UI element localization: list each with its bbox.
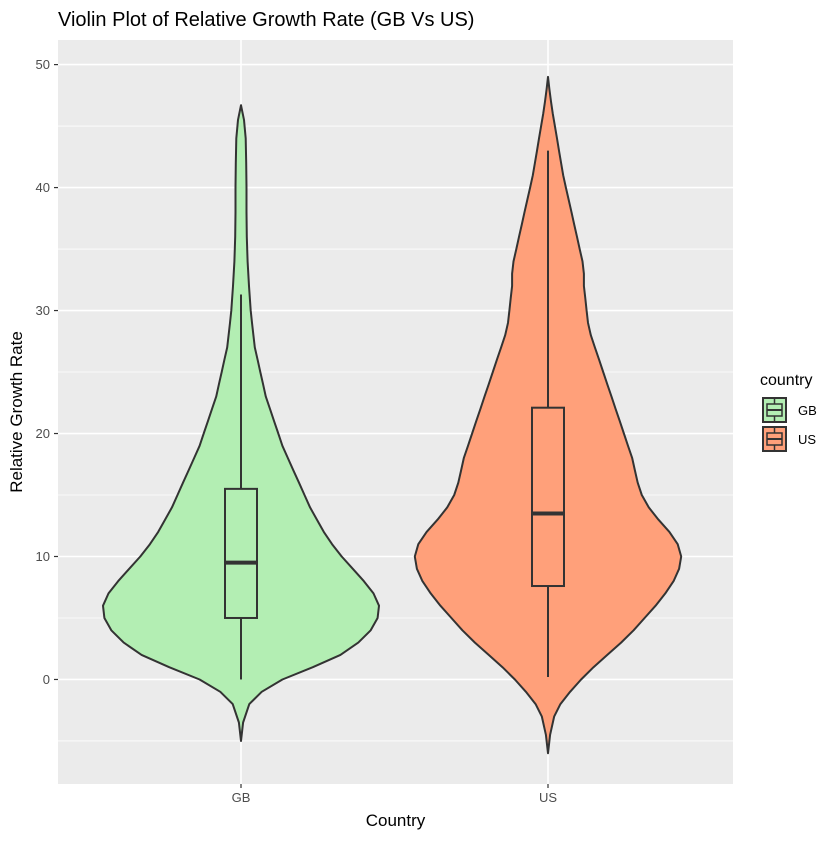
- x-axis: GB US: [232, 784, 557, 805]
- legend-label: US: [798, 432, 816, 447]
- y-tick-label: 40: [36, 180, 50, 195]
- y-axis: 0 10 20 30 40 50: [36, 57, 58, 687]
- box-us: [531, 406, 565, 588]
- x-tick-label: US: [539, 790, 557, 805]
- legend: country GB US: [760, 372, 817, 452]
- legend-label: GB: [798, 403, 817, 418]
- box-gb: [224, 487, 258, 619]
- legend-item-gb: GB: [762, 397, 817, 423]
- x-axis-label: Country: [366, 811, 426, 830]
- x-tick-label: GB: [232, 790, 251, 805]
- y-tick-label: 30: [36, 303, 50, 318]
- box-layer: [224, 150, 565, 680]
- y-tick-label: 20: [36, 426, 50, 441]
- y-tick-label: 50: [36, 57, 50, 72]
- y-tick-label: 10: [36, 549, 50, 564]
- chart-title: Violin Plot of Relative Growth Rate (GB …: [58, 9, 474, 31]
- y-tick-label: 0: [43, 672, 50, 687]
- legend-item-us: US: [762, 426, 816, 452]
- plot-panel: [58, 40, 733, 784]
- y-axis-label: Relative Growth Rate: [7, 331, 26, 493]
- legend-title: country: [760, 372, 812, 389]
